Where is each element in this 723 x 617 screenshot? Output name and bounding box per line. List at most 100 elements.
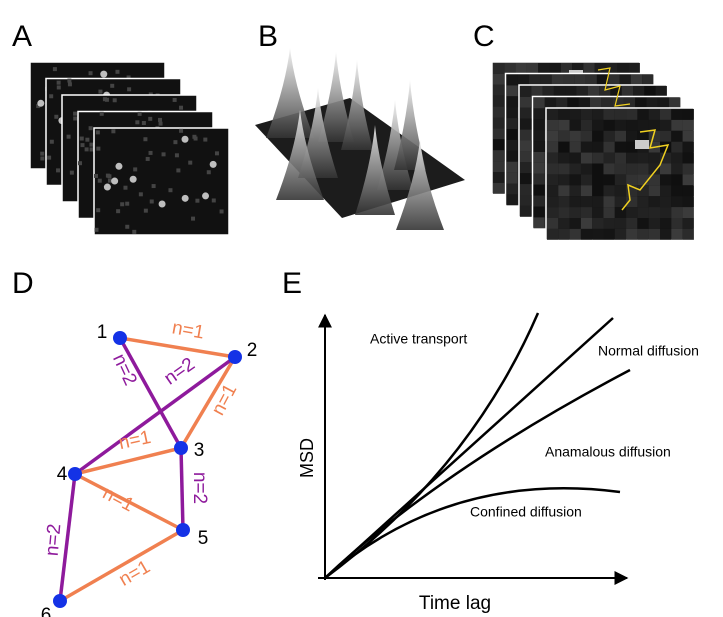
- noise: [144, 209, 148, 213]
- pixel: [507, 140, 518, 151]
- pixel: [592, 218, 603, 229]
- pixel: [547, 131, 558, 142]
- pixel: [507, 162, 518, 173]
- panel-letter: B: [258, 20, 278, 53]
- pixel: [683, 120, 694, 131]
- pixel: [581, 142, 592, 153]
- pixel: [683, 207, 694, 218]
- pixel: [683, 229, 694, 240]
- edge-label: n=2: [108, 351, 141, 389]
- graph-edge: [120, 338, 235, 357]
- peak: [266, 48, 314, 138]
- pixel: [558, 164, 569, 175]
- pixel: [604, 185, 615, 196]
- pixel: [558, 174, 569, 185]
- pixel: [538, 63, 549, 74]
- noise: [40, 152, 44, 156]
- noise: [133, 167, 137, 171]
- noise: [78, 161, 82, 165]
- pixel: [615, 164, 626, 175]
- noise: [149, 151, 153, 155]
- noise: [138, 112, 142, 116]
- pixel: [558, 185, 569, 196]
- pixel: [642, 75, 653, 86]
- noise: [70, 171, 74, 175]
- noise: [215, 151, 219, 155]
- pixel: [531, 86, 542, 97]
- pixel: [649, 218, 660, 229]
- pixel: [660, 185, 671, 196]
- pixel: [570, 185, 581, 196]
- pixel: [547, 229, 558, 240]
- pixel: [547, 196, 558, 207]
- noise: [207, 170, 211, 174]
- pixel: [581, 164, 592, 175]
- spot: [182, 136, 189, 143]
- pixel: [550, 63, 561, 74]
- pixel: [635, 98, 646, 109]
- pixel: [626, 218, 637, 229]
- pixel: [581, 218, 592, 229]
- pixel: [493, 118, 504, 129]
- spot: [210, 161, 217, 168]
- pixel: [547, 164, 558, 175]
- edge-label: n=2: [160, 354, 198, 390]
- pixel: [567, 98, 578, 109]
- pixel: [660, 229, 671, 240]
- noise: [57, 85, 61, 89]
- noise: [125, 225, 129, 229]
- curve-label: Anamalous diffusion: [545, 444, 671, 460]
- noise: [85, 138, 89, 142]
- pixel: [581, 120, 592, 131]
- pixel: [570, 131, 581, 142]
- pixel: [637, 120, 648, 131]
- pixel: [520, 119, 531, 130]
- pixel: [570, 109, 581, 120]
- noise: [179, 129, 183, 133]
- noise: [203, 138, 207, 142]
- noise: [146, 157, 150, 161]
- pixel: [520, 151, 531, 162]
- pixel: [581, 174, 592, 185]
- pixel: [660, 207, 671, 218]
- pixel: [649, 207, 660, 218]
- pixel: [671, 164, 682, 175]
- pixel: [660, 164, 671, 175]
- pixel: [590, 98, 601, 109]
- spot: [115, 163, 122, 170]
- noise: [188, 161, 192, 165]
- pixel: [683, 109, 694, 120]
- pixel: [660, 131, 671, 142]
- pixel: [552, 75, 563, 86]
- noise: [105, 98, 109, 102]
- edge-label: n=2: [42, 523, 66, 557]
- node-label: 4: [57, 464, 68, 485]
- pixel: [626, 153, 637, 164]
- pixel: [558, 109, 569, 120]
- pixel: [534, 108, 545, 119]
- pixel: [570, 120, 581, 131]
- pixel: [493, 74, 504, 85]
- noise: [173, 140, 177, 144]
- noise: [120, 202, 124, 206]
- pixel: [615, 229, 626, 240]
- noise: [67, 135, 71, 139]
- y-label: MSD: [297, 438, 317, 478]
- noise: [113, 98, 117, 102]
- pixel: [507, 96, 518, 107]
- curve-label: Confined diffusion: [470, 504, 582, 520]
- noise: [123, 186, 127, 190]
- pixel: [660, 120, 671, 131]
- graph-node: [53, 594, 67, 608]
- pixel: [504, 63, 515, 74]
- pixel: [604, 207, 615, 218]
- pixel: [558, 120, 569, 131]
- noise: [100, 112, 104, 116]
- pixel: [507, 194, 518, 205]
- noise: [195, 199, 199, 203]
- pixel: [626, 207, 637, 218]
- noise: [85, 147, 89, 151]
- noise: [175, 153, 179, 157]
- pixel: [534, 207, 545, 218]
- pixel: [493, 85, 504, 96]
